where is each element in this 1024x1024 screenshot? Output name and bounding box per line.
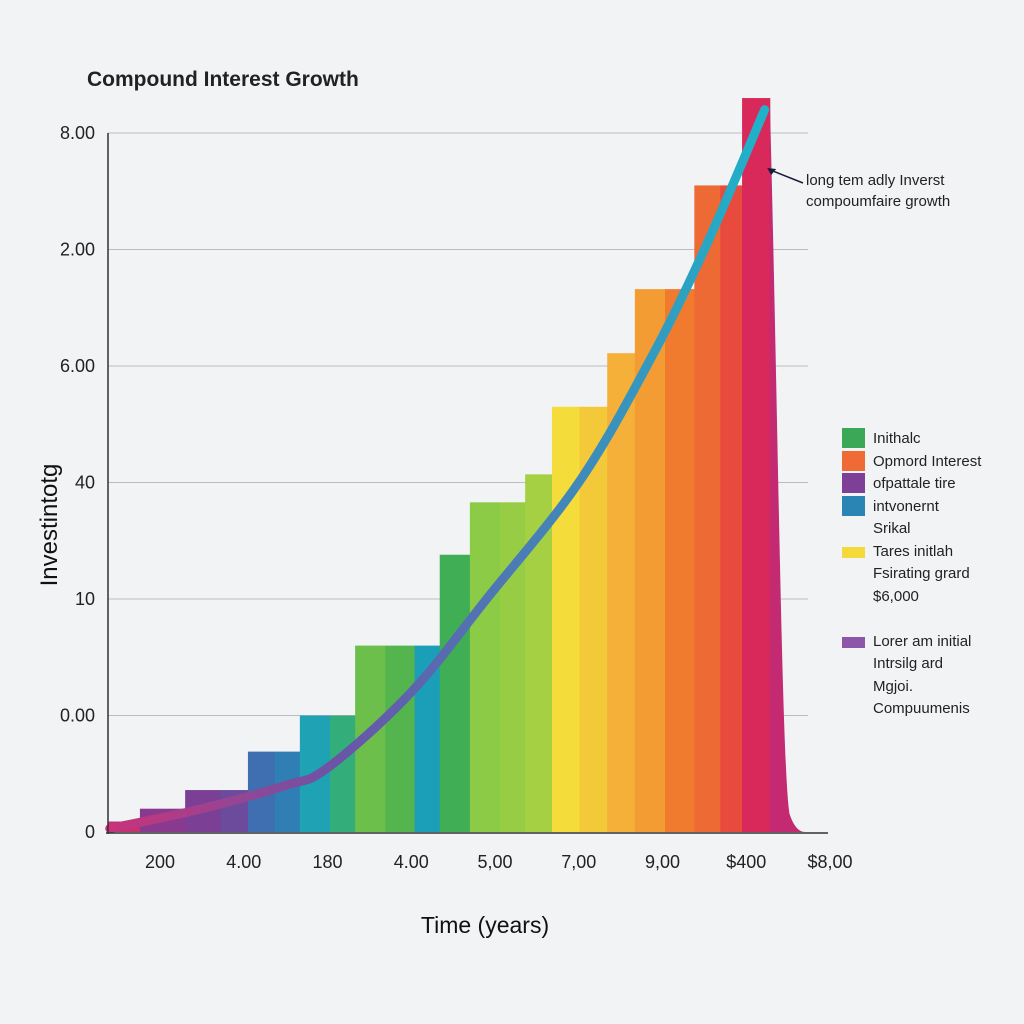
chart-title: Compound Interest Growth — [87, 68, 359, 91]
x-tick-label: 5,00 — [477, 852, 512, 872]
x-tick-label: 4.00 — [226, 852, 261, 872]
x-tick-label: 9,00 — [645, 852, 680, 872]
legend-label: Lorer am initial — [873, 632, 972, 650]
x-axis-label: Time (years) — [420, 912, 550, 938]
y-tick-label: 8.00 — [60, 123, 95, 143]
bar — [742, 98, 771, 833]
bar — [694, 185, 721, 833]
y-tick-label: 0 — [85, 822, 95, 842]
bar — [330, 715, 356, 832]
legend-swatch — [842, 473, 865, 493]
legend-label: Fsirating grard — [873, 565, 970, 582]
arrow-head — [767, 167, 777, 175]
curve — [105, 105, 770, 834]
legend-label: $6,000 — [873, 587, 919, 605]
x-tick-label: 4.00 — [394, 852, 429, 872]
bar — [720, 185, 743, 833]
legend-label: ofpattale tire — [873, 475, 956, 492]
legend-label: Tares initlah — [873, 542, 954, 560]
legend-swatch — [842, 428, 865, 448]
y-tick-label: 10 — [75, 589, 95, 609]
legend-label: Compuumenis — [873, 700, 970, 717]
bar — [385, 645, 416, 832]
legend-swatch — [842, 495, 865, 516]
legend-label: Intrsilg ard — [873, 655, 944, 672]
legend-label: intvonernt — [873, 497, 939, 515]
annotation: long tem adly Inverst compoumfaire growt… — [806, 170, 950, 212]
annotation-line: long tem adly Inverst — [806, 172, 945, 189]
x-tick-label: 200 — [145, 852, 175, 872]
legend-label: Opmord Interest — [873, 452, 982, 470]
bar — [439, 554, 471, 832]
bar — [551, 406, 581, 832]
x-tick-label: 7,00 — [561, 852, 596, 872]
legend-swatch — [842, 450, 865, 471]
growth-curve — [105, 105, 770, 834]
axes — [106, 133, 828, 834]
bar-tail — [769, 98, 805, 833]
annotation-line: compoumfaire growth — [806, 193, 951, 210]
legend-label: Mgjoi. — [873, 677, 914, 695]
tick-labels: 0 0.00 10 40 6.00 2.00 8.00 200 4.00 180 4.00 5,00 7… — [60, 123, 853, 872]
y-tick-label: 2.00 — [60, 240, 95, 260]
x-tick-label: $400 — [726, 852, 766, 872]
bar — [665, 289, 695, 832]
bar — [469, 502, 501, 832]
x-tick-label: 180 — [312, 852, 342, 872]
annotation-arrow — [767, 167, 804, 184]
legend-label: Srikal — [873, 520, 911, 537]
y-tick-label: 40 — [75, 473, 95, 493]
bars — [108, 98, 805, 833]
y-tick-label: 0.00 — [60, 706, 95, 726]
legend-swatch — [842, 546, 865, 558]
legend-swatch — [842, 636, 865, 648]
y-tick-label: 6.00 — [60, 356, 95, 376]
arrow-line — [769, 169, 804, 184]
y-axis-label: Investintotg — [36, 463, 63, 587]
x-tick-label: $8,00 — [807, 852, 852, 872]
legend-label: Inithalc — [873, 430, 921, 447]
